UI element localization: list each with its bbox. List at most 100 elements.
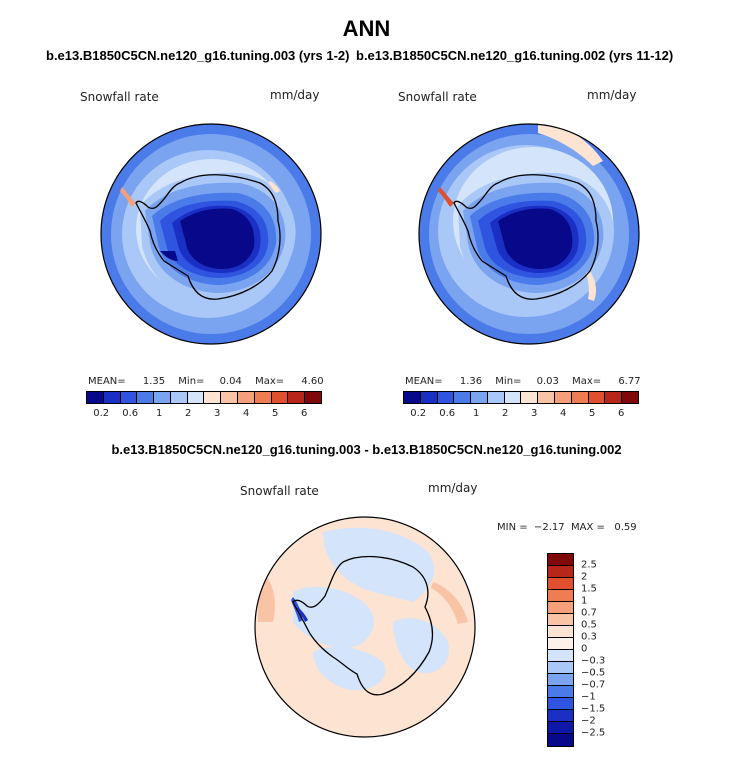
diff-colorbar-tick: −2.5: [581, 727, 606, 739]
panel2-colorbar-box: [521, 392, 539, 403]
panel2-colorbar-tick: 2: [501, 408, 509, 419]
panel1-max-value: 4.60: [301, 376, 324, 387]
diff-colorbar-box: [548, 590, 573, 602]
diff-minmax: MIN = −2.17 MAX = 0.59: [497, 522, 637, 533]
figure-title: ANN: [342, 16, 391, 41]
panel2-colorbar-box: [588, 392, 606, 403]
panel1-mean-value: 1.35: [142, 376, 166, 387]
diff-colorbar-tick: 0: [581, 643, 588, 655]
diff-colorbar-box: [548, 626, 573, 638]
diff-colorbar-box: [548, 722, 573, 734]
panel1-variable-label: Snowfall rate: [80, 90, 159, 104]
panel2-units-label: mm/day: [587, 88, 637, 102]
diff-units-label: mm/day: [428, 481, 478, 495]
panel1-colorbar-tick: 0.2: [93, 408, 110, 419]
panel2-colorbar-box: [454, 392, 472, 403]
diff-colorbar-box: [548, 710, 573, 722]
panel2-colorbar-box: [538, 392, 556, 403]
panel1-colorbar-box: [87, 392, 104, 403]
panel1-colorbar-box: [305, 392, 321, 403]
panel1-stats: MEAN= 1.35 Min= 0.04 Max= 4.60: [88, 376, 324, 387]
panel2-colorbar-box: [605, 392, 623, 403]
diff-colorbar-tick: 0.7: [581, 607, 597, 619]
panel2-case-title: b.e13.B1850C5CN.ne120_g16.tuning.002 (yr…: [356, 48, 674, 63]
panel2-colorbar-box: [487, 392, 505, 403]
panel2-mean-label: MEAN=: [405, 376, 443, 387]
panel1-colorbar-box: [288, 392, 306, 403]
panel2-colorbar-box: [504, 392, 522, 403]
panel1-colorbar-tick: 3: [213, 408, 221, 419]
panel1-colorbar-box: [221, 392, 239, 403]
diff-colorbar-tick: −0.5: [581, 667, 606, 679]
panel2-min-value: 0.03: [536, 376, 559, 387]
diff-polar-map: [254, 516, 476, 738]
panel2-mean-value: 1.36: [459, 376, 483, 387]
diff-colorbar-tick: −1: [581, 691, 596, 703]
panel1-colorbar-tick: 6: [300, 408, 308, 419]
diff-colorbar-box: [548, 566, 573, 578]
diff-colorbar-tick: 1.5: [581, 583, 597, 595]
panel2-colorbar-tick: 4: [559, 408, 567, 419]
panel2-colorbar-box: [555, 392, 572, 403]
panel1-mean-label: MEAN=: [88, 376, 126, 387]
diff-colorbar-tick: 1: [581, 595, 588, 607]
panel1-units-label: mm/day: [270, 88, 320, 102]
panel2-colorbar: [403, 391, 639, 404]
panel1-colorbar-tick: 1: [155, 408, 163, 419]
panel1-colorbar: [86, 391, 322, 404]
panel1-colorbar-box: [170, 392, 188, 403]
panel2-stats: MEAN= 1.36 Min= 0.03 Max= 6.77: [405, 376, 641, 387]
panel1-min-value: 0.04: [219, 376, 242, 387]
panel2-variable-label: Snowfall rate: [398, 90, 477, 104]
panel1-colorbar-box: [120, 392, 138, 403]
panel2-colorbar-box: [404, 392, 421, 403]
panel1-case-title: b.e13.B1850C5CN.ne120_g16.tuning.003 (yr…: [46, 48, 350, 63]
panel1-min-label: Min=: [178, 376, 205, 387]
panel2-colorbar-tick: 5: [588, 408, 596, 419]
diff-colorbar-box: [548, 614, 573, 626]
panel2-max-value: 6.77: [618, 376, 641, 387]
panel2-polar-map: [418, 123, 640, 345]
diff-colorbar-box: [548, 578, 573, 590]
diff-colorbar-box: [548, 650, 573, 662]
diff-colorbar-tick: −0.3: [581, 655, 606, 667]
panel1-colorbar-box: [271, 392, 289, 403]
panel1-colorbar-tick: 5: [271, 408, 279, 419]
diff-colorbar-tick: −1.5: [581, 703, 606, 715]
diff-colorbar-tick: 2.5: [581, 559, 597, 571]
panel2-colorbar-tick: 6: [617, 408, 625, 419]
panel2-colorbar-tick: 3: [530, 408, 538, 419]
panel1-colorbar-tick: 4: [242, 408, 250, 419]
panel2-colorbar-tick: 0.2: [410, 408, 427, 419]
panel2-colorbar-box: [571, 392, 589, 403]
diff-colorbar-tick: 0.5: [581, 619, 597, 631]
diff-colorbar-tick: 2: [581, 571, 588, 583]
panel2-max-label: Max=: [572, 376, 602, 387]
panel1-max-label: Max=: [255, 376, 285, 387]
panel2-colorbar-box: [622, 392, 638, 403]
panel1-colorbar-tick: 0.6: [122, 408, 139, 419]
diff-colorbar-box: [548, 686, 573, 698]
panel1-colorbar-box: [103, 392, 121, 403]
panel2-colorbar-tick: 0.6: [439, 408, 456, 419]
diff-colorbar-box: [548, 674, 573, 686]
panel1-colorbar-box: [154, 392, 171, 403]
panel1-polar-map: [100, 123, 322, 345]
panel2-colorbar-box: [471, 392, 488, 403]
diff-colorbar-box: [548, 698, 573, 710]
diff-variable-label: Snowfall rate: [240, 484, 319, 498]
diff-title: b.e13.B1850C5CN.ne120_g16.tuning.003 - b…: [111, 442, 622, 457]
diff-colorbar-tick: −0.7: [581, 679, 606, 691]
panel1-colorbar-box: [254, 392, 272, 403]
panel2-min-label: Min=: [495, 376, 522, 387]
panel2-colorbar-box: [437, 392, 455, 403]
panel1-colorbar-box: [238, 392, 255, 403]
diff-colorbar-box: [548, 554, 573, 566]
panel1-colorbar-box: [187, 392, 205, 403]
panel1-colorbar-box: [204, 392, 222, 403]
diff-colorbar-box: [548, 638, 573, 650]
diff-colorbar-box: [548, 734, 573, 746]
diff-colorbar-tick: 0.3: [581, 631, 597, 643]
panel2-colorbar-box: [420, 392, 438, 403]
diff-colorbar-box: [548, 602, 573, 614]
